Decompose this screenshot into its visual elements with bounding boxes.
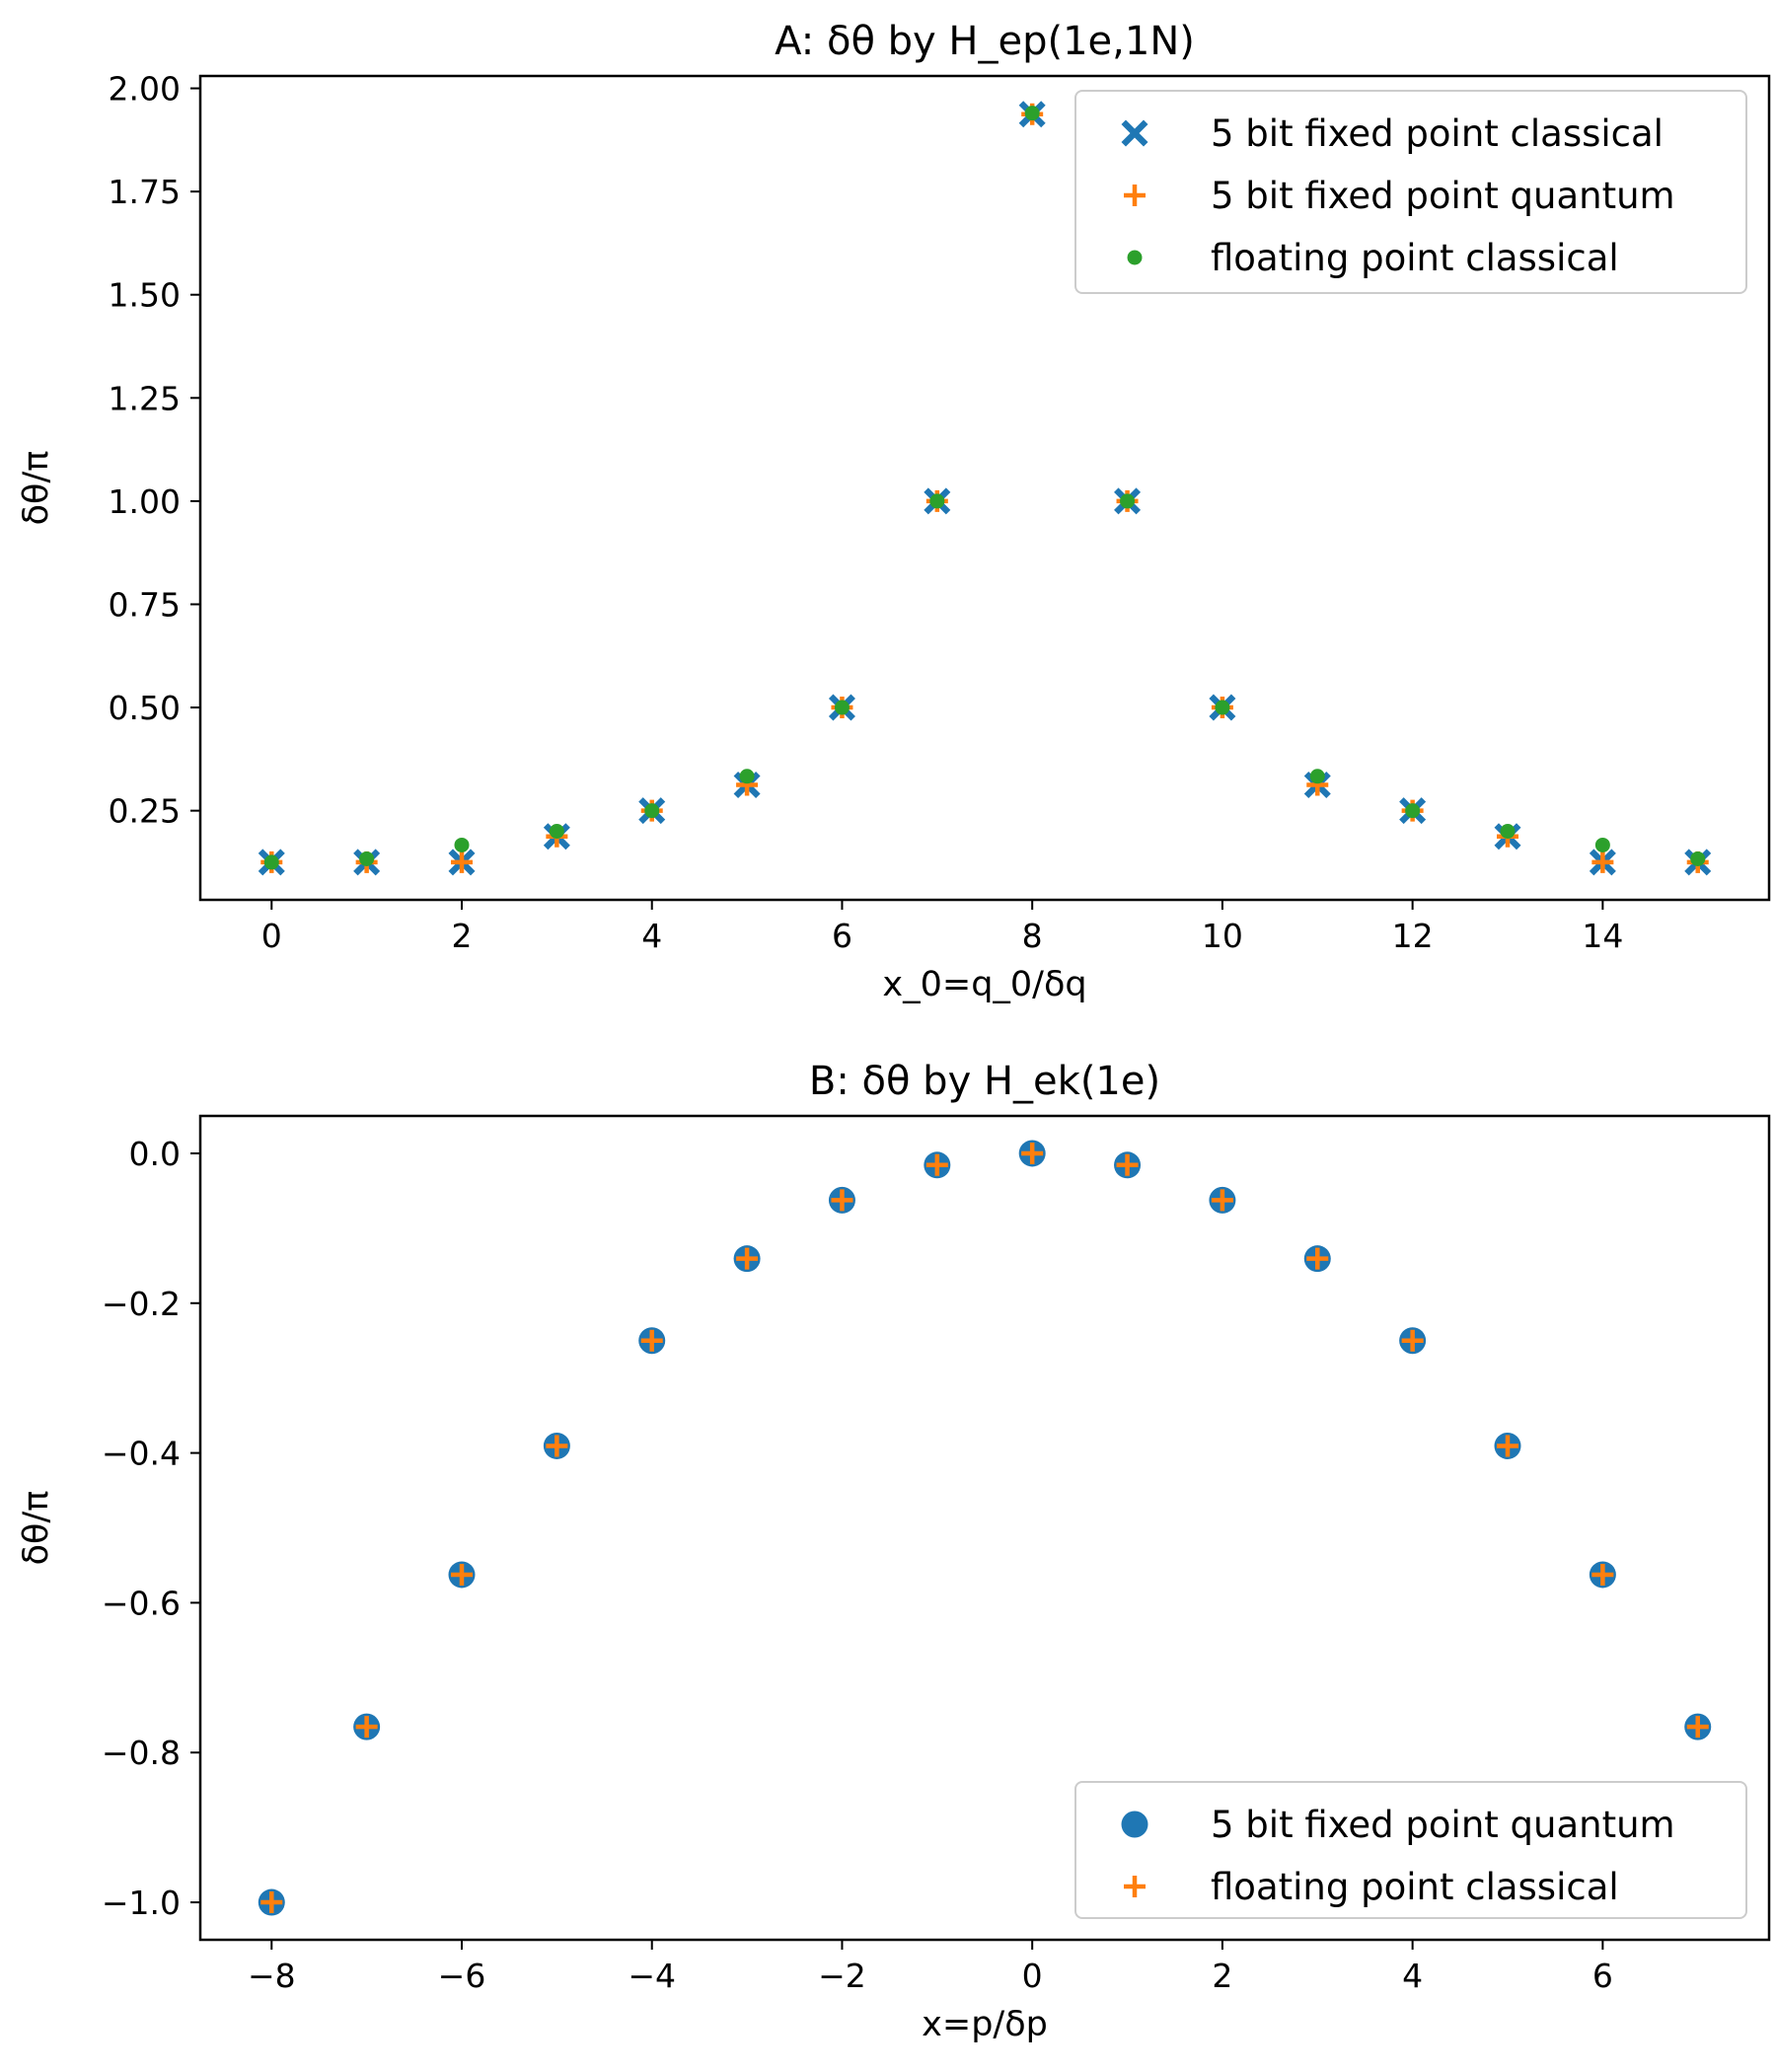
panel-b-data-point — [1021, 1142, 1044, 1164]
panel-a-x-tick-label: 2 — [452, 917, 473, 955]
panel-a-y-tick-label: 0.25 — [109, 792, 181, 831]
panel-b-y-tick-label: 0.0 — [129, 1135, 181, 1173]
panel-a-legend-label: 5 bit fixed point classical — [1211, 112, 1664, 155]
panel-b-data-point — [1686, 1716, 1709, 1739]
panel-a-x-tick-label: 14 — [1582, 917, 1623, 955]
panel-b-legend-label: floating point classical — [1211, 1866, 1619, 1908]
panel-a-legend-marker — [1121, 119, 1148, 147]
panel-b-y-axis-label: δθ/π — [17, 1491, 56, 1566]
panel-a-x-tick-label: 10 — [1202, 917, 1243, 955]
panel-b-data-point — [640, 1329, 663, 1352]
panel-a-y-tick-label: 1.75 — [109, 173, 181, 211]
panel-b-data-point — [1401, 1329, 1424, 1352]
panel-a-data-point — [1215, 700, 1230, 715]
panel-a-data-point — [1120, 493, 1136, 509]
panel-b-y-tick-label: −0.4 — [102, 1435, 181, 1473]
panel-a-data-point — [834, 700, 850, 715]
panel-a-x-tick-label: 12 — [1392, 917, 1434, 955]
panel-b: B: δθ by H_ek(1e) −8 −6 −4 −2 0 2 4 6 0.0 −0.2 −0.4… — [17, 1059, 1771, 2044]
panel-a-legend-label: 5 bit fixed point quantum — [1211, 175, 1675, 217]
panel-b-title: B: δθ by H_ek(1e) — [809, 1059, 1160, 1104]
panel-b-data-point — [451, 1563, 473, 1586]
panel-b-data-point — [925, 1153, 948, 1176]
panel-b-data-point — [736, 1247, 759, 1270]
panel-a-x-tick-label: 4 — [641, 917, 662, 955]
panel-b-x-tick-label: 6 — [1592, 1957, 1613, 1995]
panel-b-data-point — [1116, 1153, 1139, 1176]
panel-a-data-point — [1594, 837, 1610, 852]
panel-a-y-tick-label: 0.75 — [109, 585, 181, 624]
panel-a-data-point — [739, 769, 755, 784]
panel-b-legend: 5 bit fixed point quantum floating point … — [1074, 1781, 1747, 1919]
panel-b-legend-label: 5 bit fixed point quantum — [1211, 1804, 1675, 1846]
panel-b-data-point — [1591, 1563, 1614, 1586]
panel-a-data-point — [1405, 803, 1421, 819]
panel-a-legend-box — [1074, 90, 1747, 294]
panel-b-y-tick-label: −0.6 — [102, 1584, 181, 1622]
panel-a-data-point — [1500, 824, 1516, 840]
panel-b-data-point — [260, 1891, 283, 1914]
panel-a-y-tick-label: 0.50 — [109, 689, 181, 727]
panel-b-y-tick-label: −1.0 — [102, 1884, 181, 1922]
panel-b-x-axis-label: x=p/δp — [922, 2005, 1048, 2044]
panel-a-data-point — [451, 851, 473, 873]
panel-b-x-tick-label: 2 — [1212, 1957, 1232, 1995]
panel-a-legend-marker — [1127, 250, 1143, 265]
panel-b-data-point — [355, 1716, 378, 1739]
panel-a-data-point — [1024, 106, 1040, 121]
panel-b-data-point — [1306, 1247, 1329, 1270]
panel-a-x-tick-label: 8 — [1022, 917, 1043, 955]
panel-b-data-point — [1497, 1435, 1518, 1457]
panel-b-data-point — [1211, 1189, 1233, 1212]
panel-a-y-tick-label: 1.25 — [109, 379, 181, 417]
panel-a-data-point — [1690, 851, 1706, 866]
panel-a-y-tick-label: 1.00 — [109, 482, 181, 521]
panel-b-y-tick-label: −0.2 — [102, 1285, 181, 1323]
panel-b-series-floating-point-classical — [260, 1142, 1709, 1914]
panel-b-legend-marker — [1124, 1876, 1146, 1897]
panel-a-data-point — [1591, 851, 1614, 873]
panel-a-x-tick-label: 0 — [261, 917, 282, 955]
panel-b-x-tick-label: −8 — [248, 1957, 296, 1995]
panel-b-x-tick-label: 0 — [1022, 1957, 1043, 1995]
panel-a-y-tick-label: 2.00 — [109, 70, 181, 109]
panel-a-legend: 5 bit fixed point classical 5 bit fixed p… — [1074, 90, 1747, 294]
panel-a-data-point — [263, 854, 279, 870]
panel-a-data-point — [454, 837, 470, 852]
panel-a-legend-label: floating point classical — [1211, 237, 1619, 279]
panel-a-x-axis-label: x_0=q_0/δq — [882, 965, 1086, 1004]
panel-a-x-tick-label: 6 — [832, 917, 852, 955]
panel-b-legend-box — [1074, 1781, 1747, 1919]
panel-a-data-point — [929, 493, 945, 509]
panel-b-x-tick-label: −4 — [628, 1957, 676, 1995]
panel-a-series-floating-point-classical — [263, 106, 1706, 870]
panel-b-y-tick-label: −0.8 — [102, 1734, 181, 1772]
panel-b-data-point — [546, 1435, 568, 1457]
panel-a-legend-marker — [1124, 185, 1146, 206]
panel-b-x-tick-label: −2 — [818, 1957, 866, 1995]
panel-a-data-point — [644, 803, 660, 819]
panel-b-legend-marker — [1121, 1811, 1148, 1838]
panel-a: A: δθ by H_ep(1e,1N) 0 2 4 6 8 10 12 14 0.25 0.50 0… — [17, 19, 1771, 1004]
panel-b-data-point — [831, 1189, 853, 1212]
panel-a-data-point — [549, 824, 564, 840]
panel-a-data-point — [359, 851, 375, 866]
panel-a-data-point — [1309, 769, 1325, 784]
panel-a-y-tick-label: 1.50 — [109, 276, 181, 315]
panel-b-x-tick-label: 4 — [1402, 1957, 1423, 1995]
panel-a-title: A: δθ by H_ep(1e,1N) — [775, 19, 1195, 64]
panel-b-x-tick-label: −6 — [438, 1957, 486, 1995]
panel-a-y-axis-label: δθ/π — [17, 451, 56, 526]
